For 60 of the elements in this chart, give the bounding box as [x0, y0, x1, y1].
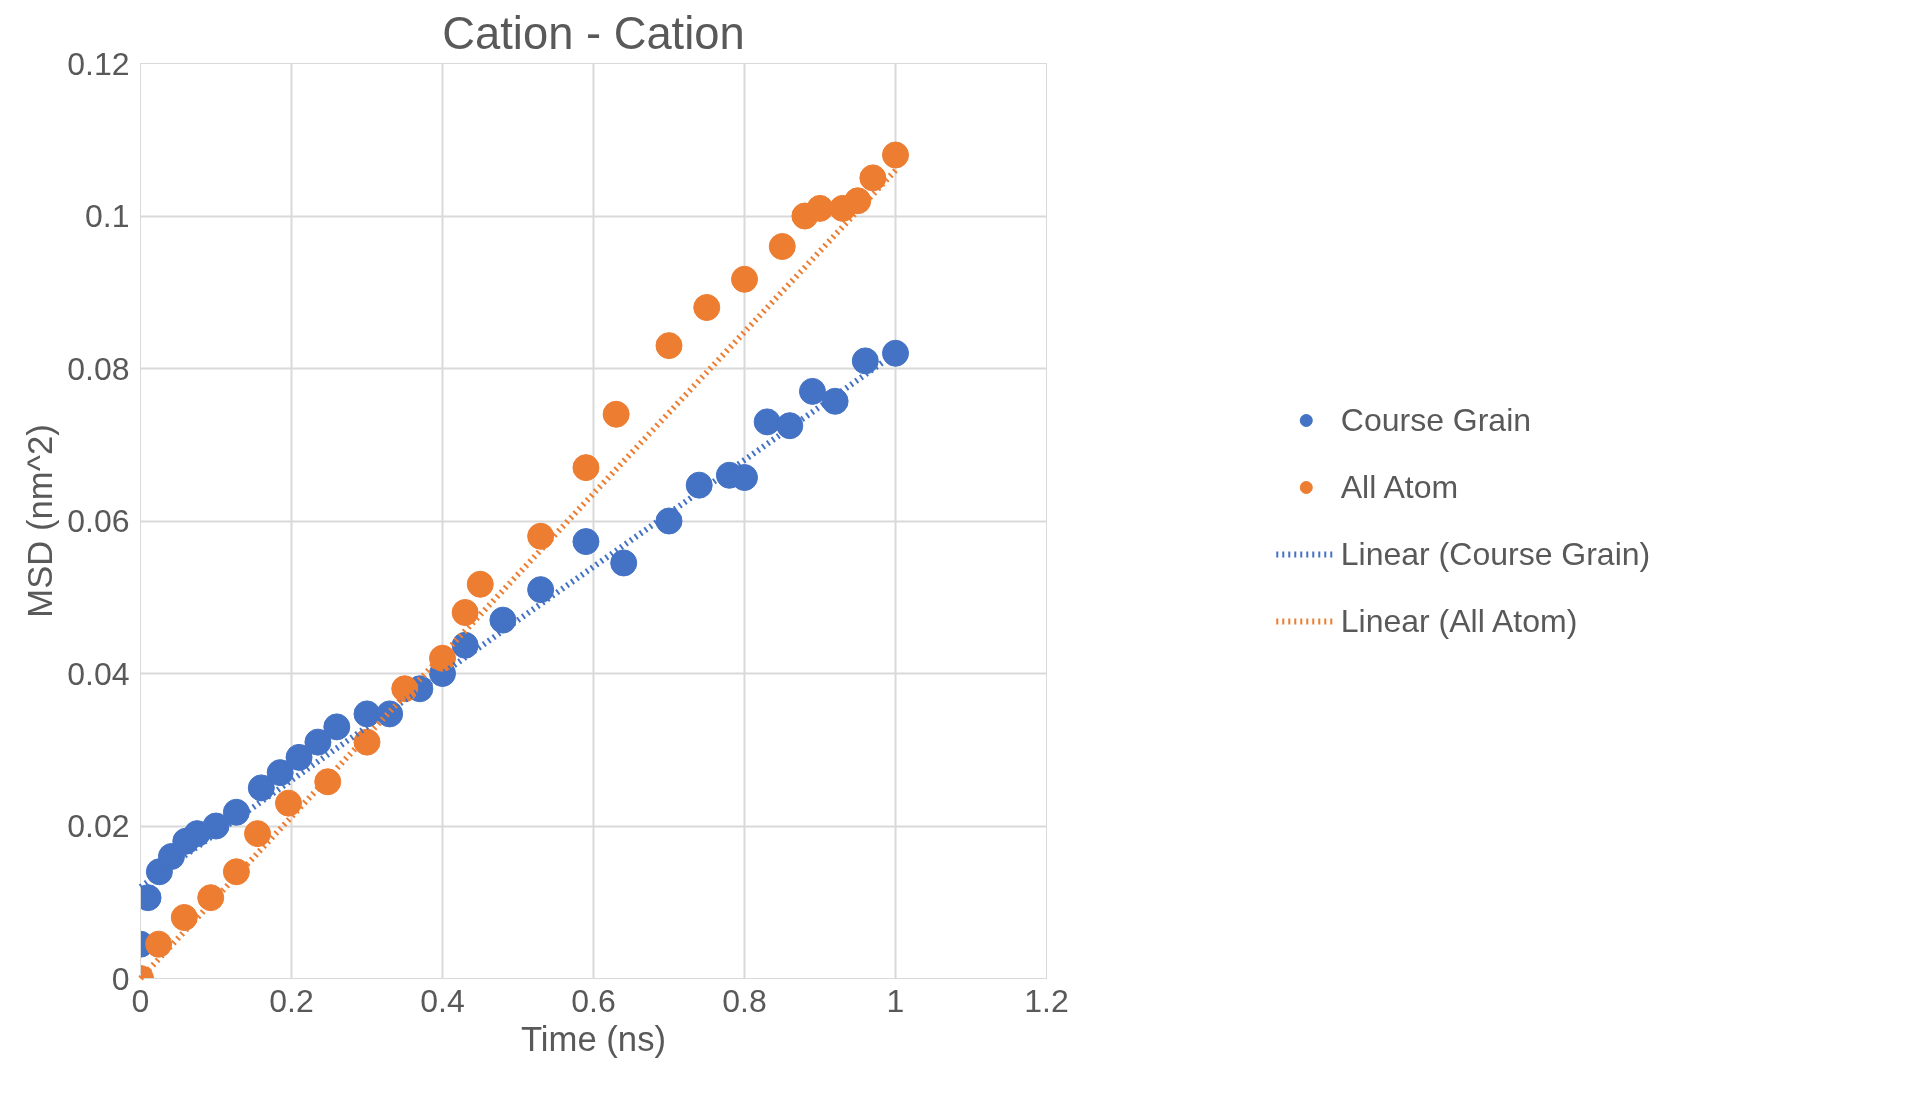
x-tick-label: 1 [886, 982, 905, 1019]
point [776, 412, 804, 440]
point [572, 454, 600, 482]
x-tick-label: 1.2 [1024, 982, 1069, 1019]
point [266, 759, 294, 787]
point [247, 774, 275, 802]
point [202, 812, 230, 840]
y-tick-label: 0.08 [67, 350, 130, 387]
point [851, 347, 879, 375]
point [527, 522, 555, 550]
point [753, 408, 781, 436]
point [222, 798, 250, 826]
point [806, 194, 834, 222]
point [145, 930, 173, 958]
point [376, 700, 404, 728]
point [882, 339, 909, 367]
point [170, 904, 198, 931]
point [222, 858, 250, 886]
point [527, 576, 555, 604]
x-tick-label: 0.4 [420, 982, 465, 1019]
point [197, 884, 225, 912]
point [859, 164, 887, 192]
x-tick-label: 0.6 [571, 982, 616, 1019]
chart-title: Cation - Cation [442, 7, 745, 59]
point [821, 387, 849, 415]
legend-label: Linear (All Atom) [1340, 602, 1578, 640]
point [323, 713, 351, 741]
point [882, 141, 909, 169]
point [274, 789, 302, 817]
y-tick-label: 0.04 [67, 655, 130, 692]
point [693, 294, 721, 321]
y-tick-label: 0.06 [67, 503, 130, 539]
point [602, 400, 630, 428]
y-axis-title: MSD (nm^2) [21, 424, 60, 618]
x-axis-title: Time (ns) [520, 1019, 667, 1058]
legend-label: Course Grain [1340, 401, 1532, 439]
y-tick-label: 0.1 [85, 198, 130, 234]
point [285, 743, 313, 771]
point [610, 549, 638, 577]
point [731, 265, 758, 293]
point [314, 768, 342, 796]
point [768, 233, 796, 260]
x-tick-label: 0.2 [269, 982, 314, 1019]
point [244, 820, 272, 848]
point [685, 471, 713, 499]
point [353, 728, 381, 756]
point [489, 606, 517, 634]
y-tick-label: 0.02 [67, 808, 130, 844]
point [466, 570, 494, 598]
x-tick-label: 0.8 [722, 982, 767, 1019]
point [798, 377, 826, 405]
y-tick-label: 0.12 [67, 45, 130, 82]
point [844, 187, 872, 215]
legend-label: All Atom [1340, 468, 1459, 506]
point [655, 332, 683, 360]
legend-label: Linear (Course Grain) [1340, 535, 1651, 573]
point [451, 599, 479, 626]
point [304, 728, 332, 756]
point [572, 528, 600, 556]
point [655, 507, 683, 535]
